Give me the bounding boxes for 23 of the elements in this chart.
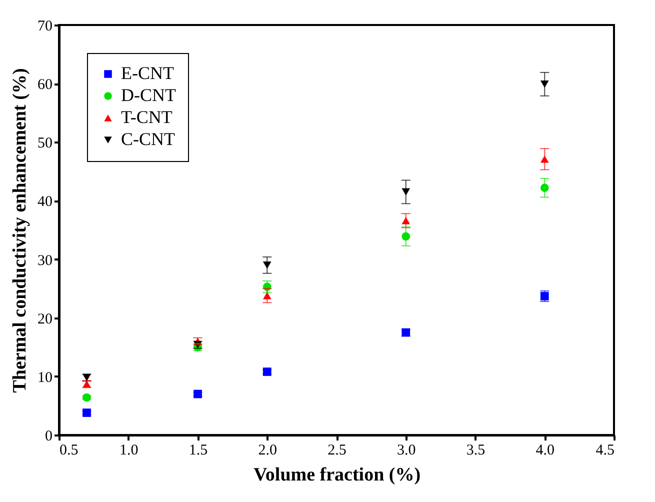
y-tick-label: 10: [38, 370, 52, 386]
x-tick-label: 3.0: [397, 442, 416, 458]
x-tick-label: 4.5: [596, 442, 614, 458]
x-tick-label: 2.5: [328, 442, 346, 458]
legend-label: T-CNT: [121, 107, 172, 127]
legend-label: C-CNT: [121, 129, 176, 149]
x-tick-label: 1.0: [120, 442, 138, 458]
x-tick-label: 2.0: [258, 442, 277, 458]
x-tick-label: 3.5: [466, 442, 486, 458]
y-tick-label: 0: [45, 428, 52, 444]
y-tick-label: 70: [38, 18, 52, 34]
x-tick-label: 4.0: [536, 442, 554, 458]
x-tick-label: 0.5: [60, 442, 78, 458]
legend-label: E-CNT: [121, 63, 174, 83]
y-tick-label: 20: [38, 311, 52, 328]
legend-label: D-CNT: [121, 85, 176, 105]
y-tick-label: 60: [38, 77, 52, 94]
y-tick-label: 30: [38, 252, 52, 269]
y-tick-label: 50: [38, 136, 52, 152]
y-tick-label: 40: [38, 194, 52, 210]
x-tick-label: 1.5: [188, 442, 208, 458]
x-axis-title: Volume fraction (%): [253, 464, 421, 486]
y-axis-title: Thermal conductivity enhancement (%): [10, 68, 30, 393]
